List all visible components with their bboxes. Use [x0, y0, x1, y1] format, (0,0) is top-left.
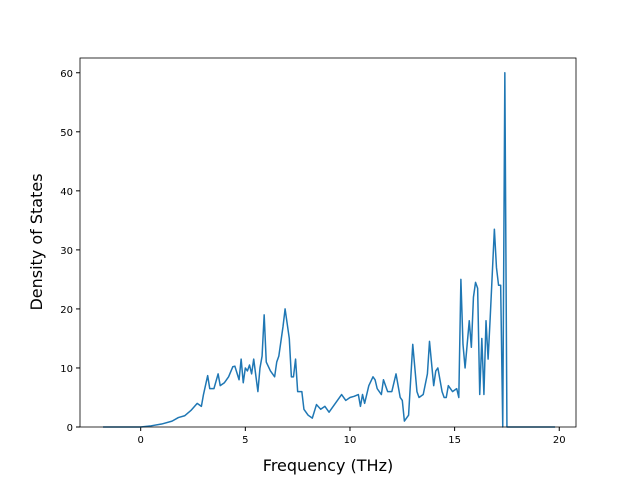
x-tick-label: 15	[448, 435, 461, 446]
y-axis-label: Density of States	[27, 173, 46, 310]
y-tick-label: 0	[67, 423, 73, 434]
plot-frame	[79, 57, 577, 428]
y-tick-label: 40	[60, 187, 73, 198]
x-tick-label: 0	[138, 435, 144, 446]
y-tick-label: 10	[60, 364, 73, 375]
y-tick-label: 20	[60, 305, 73, 316]
x-tick-label: 5	[242, 435, 248, 446]
x-axis-label: Frequency (THz)	[263, 456, 393, 475]
y-tick-label: 60	[60, 69, 73, 80]
x-tick-label: 10	[344, 435, 357, 446]
x-tick-label: 20	[553, 435, 566, 446]
y-tick-label: 50	[60, 128, 73, 139]
y-tick-label: 30	[60, 246, 73, 257]
line	[103, 72, 556, 428]
